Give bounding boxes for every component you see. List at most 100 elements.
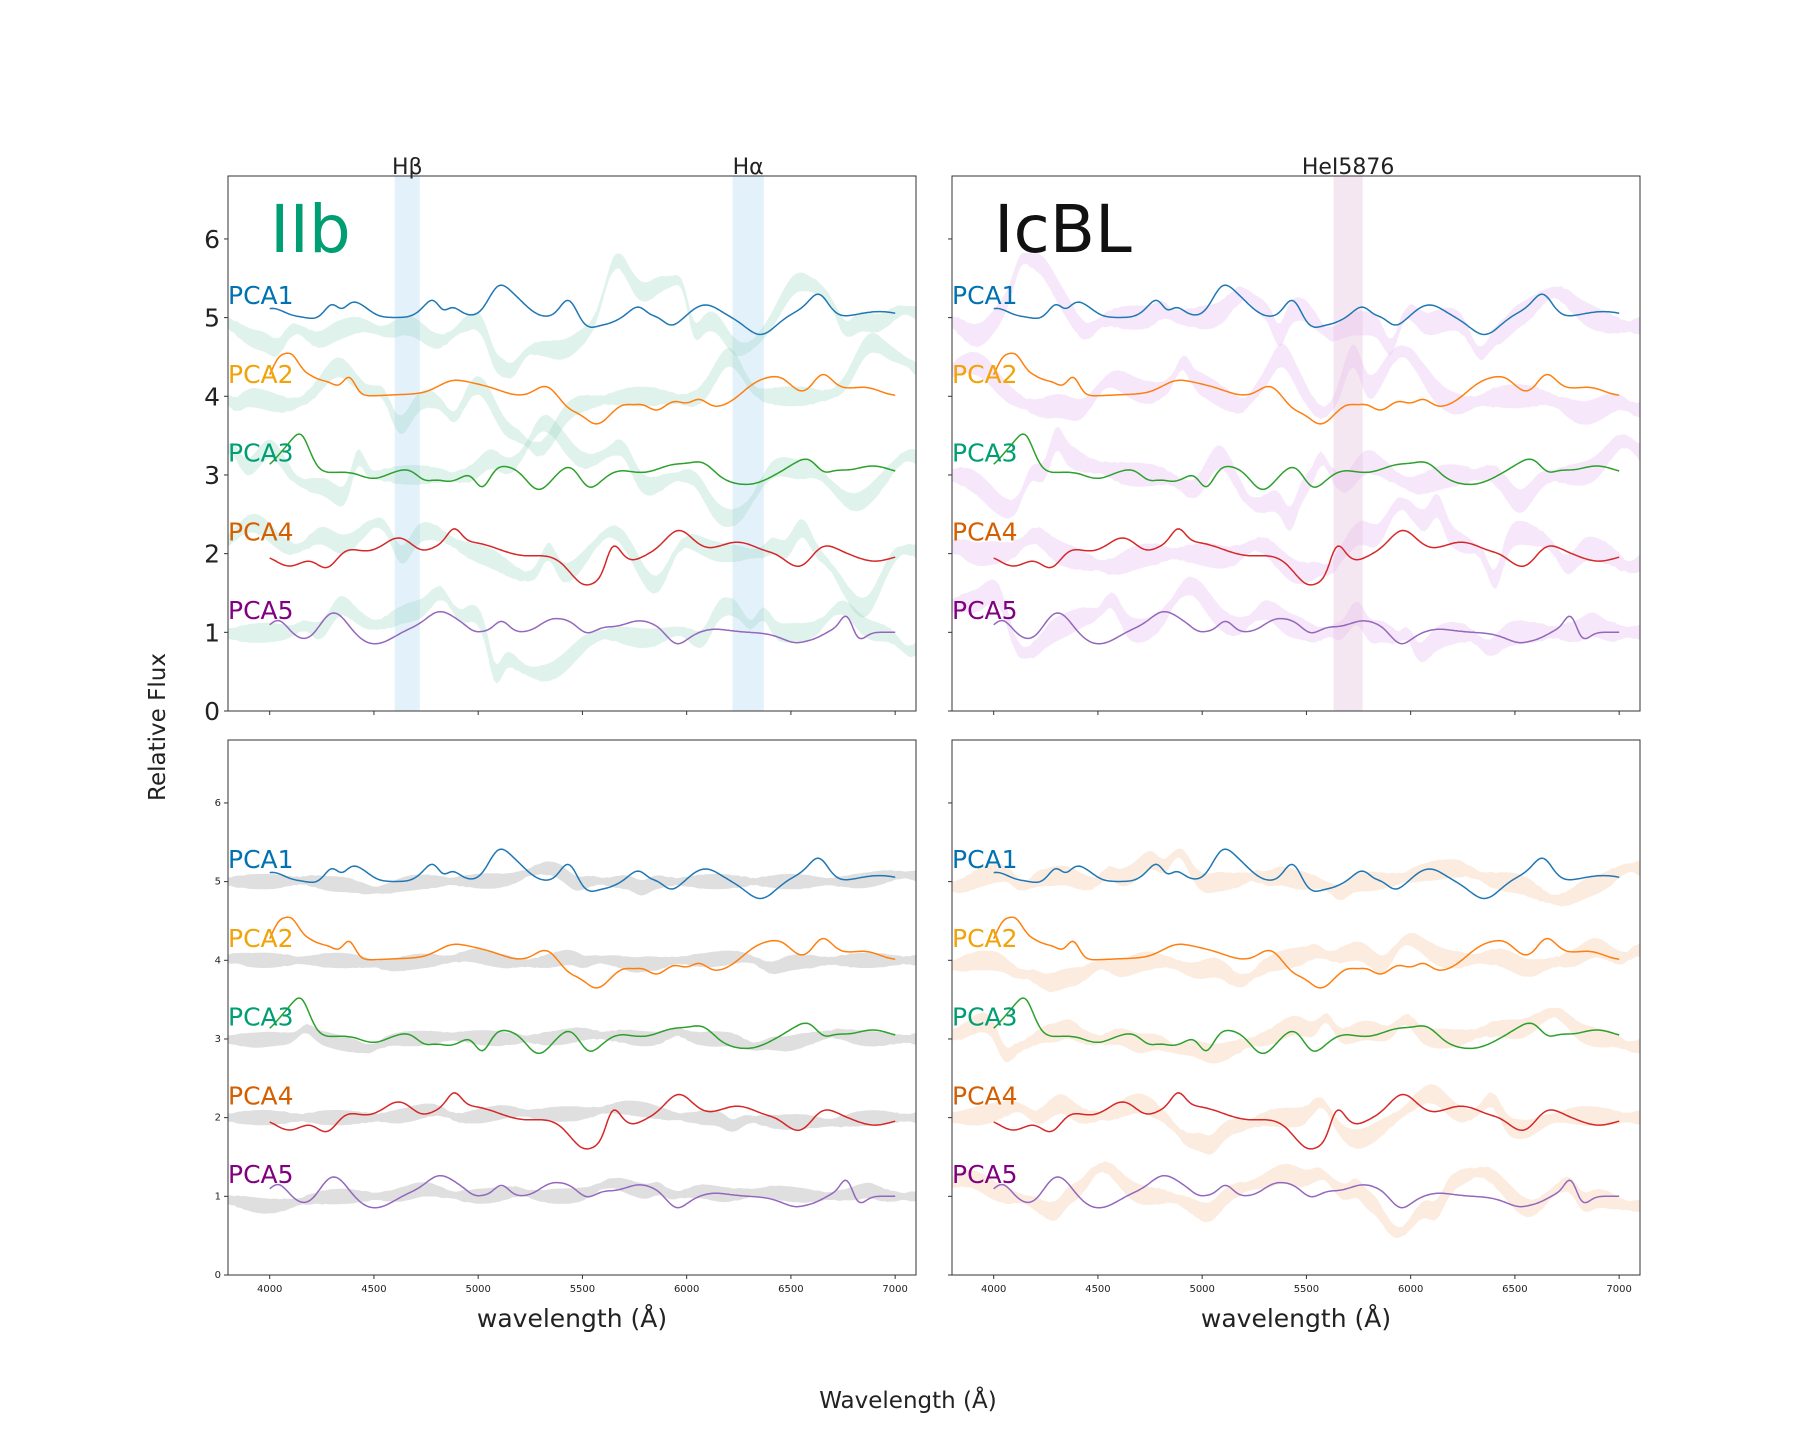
series-line-PCA2 <box>993 916 1620 989</box>
band-PCA1 <box>228 253 916 379</box>
line-region-1 <box>732 176 764 711</box>
ytick-label: 2 <box>215 1113 221 1124</box>
series-line-PCA5 <box>993 610 1620 645</box>
ytick-label: 5 <box>215 877 221 888</box>
plot-area <box>228 848 916 1214</box>
series-line-PCA3 <box>269 997 896 1055</box>
series-line-PCA2 <box>269 916 896 989</box>
xtick-label: 6500 <box>1502 1284 1527 1295</box>
axes-frame <box>951 175 1641 712</box>
series-label-PCA5: PCA5 <box>228 596 294 625</box>
panel-xlabel: wavelength (Å) <box>1201 1304 1391 1333</box>
ytick-label: 0 <box>204 697 220 726</box>
series-label-PCA4: PCA4 <box>228 517 294 546</box>
panel-xlabel: wavelength (Å) <box>477 1304 667 1333</box>
plot-area <box>228 176 916 711</box>
panel-title: IcBL <box>994 191 1132 268</box>
xtick-label: 6000 <box>674 1284 699 1295</box>
series-label-PCA3: PCA3 <box>228 1003 294 1032</box>
panels: Hβ HαPCA1PCA2PCA3PCA4PCA5IIb0123456HeI587… <box>204 155 1641 1333</box>
ytick-label: 3 <box>215 1034 221 1045</box>
band-PCA4 <box>952 493 1640 589</box>
band-PCA2 <box>228 332 916 457</box>
band-PCA2 <box>952 933 1640 992</box>
series-label-PCA1: PCA1 <box>228 845 294 874</box>
band-PCA5 <box>228 585 916 684</box>
series-label-PCA2: PCA2 <box>228 924 294 953</box>
series-label-PCA2: PCA2 <box>952 924 1018 953</box>
series-line-PCA4 <box>993 528 1620 586</box>
band-PCA3 <box>952 1007 1640 1064</box>
series-line-PCA1 <box>269 284 896 336</box>
band-PCA3 <box>952 426 1640 532</box>
ytick-label: 0 <box>215 1270 221 1281</box>
figure-ylabel: Relative Flux <box>145 653 171 801</box>
series-line-PCA2 <box>269 352 896 425</box>
series-line-PCA4 <box>269 1092 896 1150</box>
band-PCA5 <box>952 1161 1640 1238</box>
band-PCA1 <box>952 848 1640 907</box>
ytick-label: 3 <box>204 461 220 490</box>
series-label-PCA4: PCA4 <box>952 1081 1018 1110</box>
xtick-label: 6500 <box>778 1284 803 1295</box>
series-label-PCA4: PCA4 <box>228 1081 294 1110</box>
series-line-PCA3 <box>993 997 1620 1055</box>
series-line-PCA1 <box>269 848 896 900</box>
series-line-PCA5 <box>269 1174 896 1209</box>
plot-area <box>952 848 1640 1238</box>
panel-bottom-left: PCA1 PCA2 PCA3 PCA4 PCA5 0 1 2 3 4 5 6 4000 4500 5000 5… <box>215 739 917 1333</box>
ytick-label: 1 <box>204 618 220 647</box>
band-PCA1 <box>952 252 1640 361</box>
ytick-label: 6 <box>204 225 220 254</box>
band-PCA2 <box>952 343 1640 425</box>
band-PCA5 <box>228 1177 916 1214</box>
ytick-label: 1 <box>215 1191 221 1202</box>
axes-frame <box>951 739 1641 1276</box>
band-PCA3 <box>228 414 916 528</box>
xtick-label: 4000 <box>981 1284 1006 1295</box>
series-label-PCA3: PCA3 <box>228 439 294 468</box>
series-line-PCA2 <box>993 352 1620 425</box>
plot-area <box>952 176 1640 711</box>
series-line-PCA5 <box>269 610 896 645</box>
series-label-PCA4: PCA4 <box>952 517 1018 546</box>
xtick-label: 5500 <box>1294 1284 1319 1295</box>
xtick-label: 7000 <box>882 1284 907 1295</box>
band-PCA4 <box>228 1100 916 1132</box>
series-label-PCA5: PCA5 <box>228 1160 294 1189</box>
ytick-label: 2 <box>204 540 220 569</box>
series-line-PCA3 <box>993 433 1620 491</box>
axes-frame <box>227 175 917 712</box>
series-line-PCA1 <box>993 284 1620 336</box>
series-label-PCA3: PCA3 <box>952 439 1018 468</box>
series-label-PCA5: PCA5 <box>952 596 1018 625</box>
ytick-label: 6 <box>215 798 221 809</box>
xtick-label: 4500 <box>361 1284 386 1295</box>
band-PCA4 <box>228 513 916 618</box>
xtick-label: 6000 <box>1398 1284 1423 1295</box>
series-line-PCA1 <box>993 848 1620 900</box>
series-label-PCA3: PCA3 <box>952 1003 1018 1032</box>
band-PCA1 <box>228 861 916 896</box>
line-region-0 <box>394 176 420 711</box>
series-label-PCA2: PCA2 <box>228 360 294 389</box>
band-PCA2 <box>228 948 916 975</box>
series-label-PCA1: PCA1 <box>952 845 1018 874</box>
axes-frame <box>227 739 917 1276</box>
xtick-label: 4500 <box>1085 1284 1110 1295</box>
xtick-label: 5500 <box>570 1284 595 1295</box>
series-line-PCA3 <box>269 433 896 491</box>
panel-title: IIb <box>270 191 351 268</box>
xtick-label: 5000 <box>1189 1284 1214 1295</box>
band-PCA5 <box>952 576 1640 663</box>
figure-xlabel: Wavelength (Å) <box>819 1386 996 1414</box>
series-label-PCA5: PCA5 <box>952 1160 1018 1189</box>
series-label-PCA1: PCA1 <box>952 281 1018 310</box>
xtick-label: 7000 <box>1606 1284 1631 1295</box>
xtick-label: 4000 <box>257 1284 282 1295</box>
panel-bottom-right: PCA1 PCA2 PCA3 PCA4 PCA5 4000 4500 5000 5500 6000… <box>948 739 1641 1333</box>
ytick-label: 4 <box>204 382 220 411</box>
